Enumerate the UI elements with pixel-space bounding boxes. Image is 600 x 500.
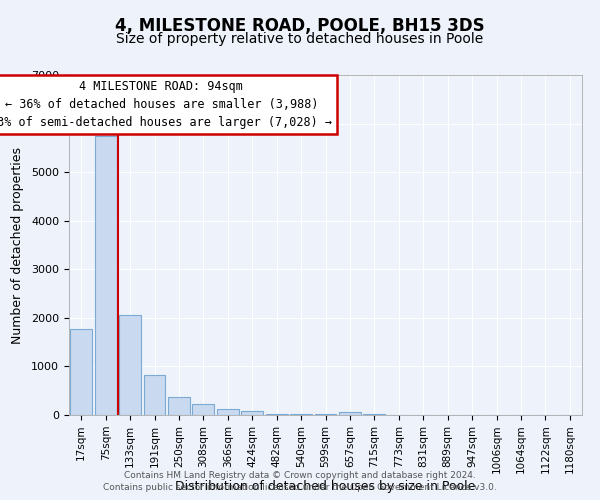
Bar	[193, 404, 214, 415]
Bar	[168, 398, 190, 415]
Text: Contains HM Land Registry data © Crown copyright and database right 2024.: Contains HM Land Registry data © Crown c…	[124, 470, 476, 480]
Bar	[70, 328, 92, 415]
Bar	[290, 414, 312, 415]
Bar	[241, 411, 263, 415]
Text: 4 MILESTONE ROAD: 94sqm
← 36% of detached houses are smaller (3,988)
63% of semi: 4 MILESTONE ROAD: 94sqm ← 36% of detache…	[0, 80, 332, 129]
Bar	[119, 315, 141, 415]
Bar	[339, 412, 361, 415]
Text: Size of property relative to detached houses in Poole: Size of property relative to detached ho…	[116, 32, 484, 46]
X-axis label: Distribution of detached houses by size in Poole: Distribution of detached houses by size …	[175, 480, 476, 494]
Bar	[364, 414, 385, 415]
Bar	[266, 414, 287, 415]
Bar	[217, 410, 239, 415]
Bar	[95, 136, 116, 415]
Text: Contains public sector information licensed under the Open Government Licence v3: Contains public sector information licen…	[103, 483, 497, 492]
Y-axis label: Number of detached properties: Number of detached properties	[11, 146, 24, 344]
Bar	[143, 375, 166, 415]
Bar	[314, 414, 337, 415]
Text: 4, MILESTONE ROAD, POOLE, BH15 3DS: 4, MILESTONE ROAD, POOLE, BH15 3DS	[115, 18, 485, 36]
